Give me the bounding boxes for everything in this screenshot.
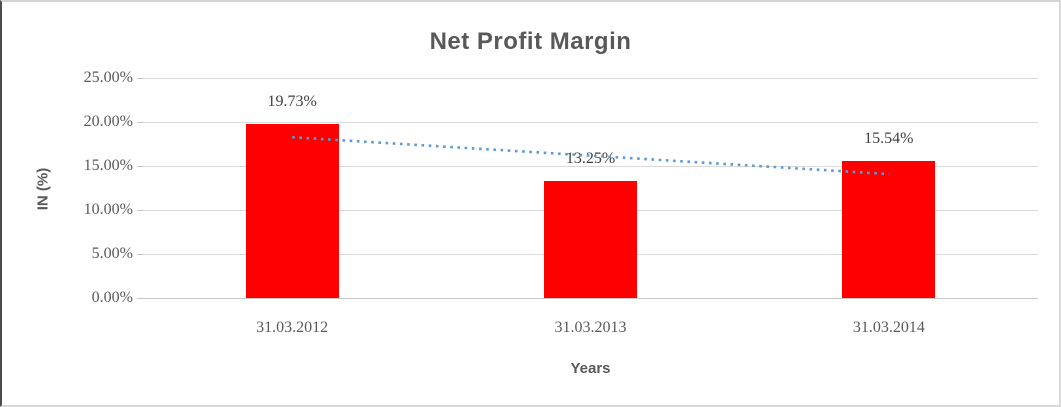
- gridline: [143, 122, 1038, 123]
- x-axis-title: Years: [570, 360, 611, 377]
- y-tick-mark: [137, 166, 143, 167]
- y-tick-label: 15.00%: [83, 157, 133, 174]
- gridline: [143, 78, 1038, 79]
- y-tick-mark: [137, 122, 143, 123]
- y-tick-label: 5.00%: [91, 245, 133, 262]
- y-tick-mark: [137, 298, 143, 299]
- bar-31.03.2014[interactable]: [842, 161, 936, 298]
- y-tick-label: 25.00%: [83, 69, 133, 86]
- y-tick-mark: [137, 254, 143, 255]
- bar-31.03.2012[interactable]: [245, 124, 339, 298]
- y-tick-label: 20.00%: [83, 113, 133, 130]
- bar-31.03.2013[interactable]: [544, 181, 637, 298]
- y-tick-mark: [137, 78, 143, 79]
- x-tick-label: 31.03.2014: [852, 319, 925, 336]
- y-tick-label: 0.00%: [91, 289, 133, 306]
- gridline: [143, 166, 1038, 167]
- y-axis: 0.00% 5.00% 10.00% 15.00% 20.00% 25.00%: [2, 69, 133, 306]
- bar-value-label: 13.25%: [565, 150, 616, 168]
- x-axis-line: [143, 298, 1038, 299]
- chart-title: Net Profit Margin: [429, 28, 632, 55]
- x-axis: 31.03.2012 31.03.2013 31.03.2014: [143, 319, 1038, 339]
- y-tick-mark: [137, 210, 143, 211]
- bar-value-label: 15.54%: [864, 130, 914, 148]
- plot-area: 19.73% 13.25% 15.54%: [143, 78, 1038, 299]
- x-tick-label: 31.03.2013: [554, 319, 627, 336]
- y-tick-label: 10.00%: [83, 201, 133, 218]
- trendline[interactable]: [143, 78, 1038, 298]
- bar-value-label: 19.73%: [267, 93, 317, 111]
- x-tick-label: 31.03.2012: [256, 319, 329, 336]
